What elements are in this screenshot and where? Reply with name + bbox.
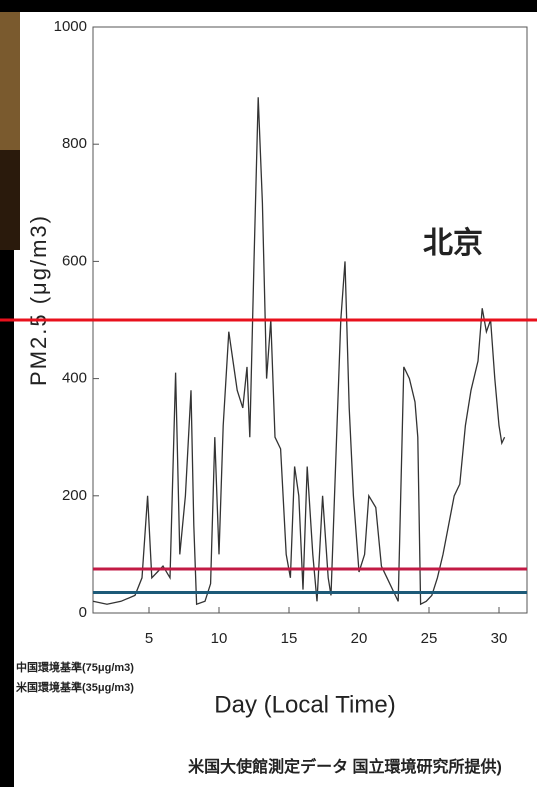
y-tick-label: 0 [79, 604, 87, 621]
x-tick-label: 10 [211, 630, 228, 647]
left-bar [0, 250, 14, 787]
x-tick-label: 20 [351, 630, 368, 647]
photo-shadow [0, 150, 20, 250]
y-tick-label: 400 [62, 370, 87, 387]
x-tick-label: 15 [281, 630, 298, 647]
source-note: 米国大使館測定データ 国立環境研究所提供) [188, 757, 502, 776]
x-axis-label: Day (Local Time) [214, 691, 395, 718]
top-bar [0, 0, 537, 12]
y-tick-label: 600 [62, 252, 87, 269]
reference-label: 米国環境基準(35μg/m3) [15, 680, 134, 694]
x-tick-label: 5 [145, 630, 153, 647]
y-axis-label: PM2.5 (μg/m3) [26, 214, 51, 386]
x-tick-label: 30 [491, 630, 508, 647]
data-line [92, 97, 506, 606]
y-tick-label: 200 [62, 487, 87, 504]
annotation: 北京 [423, 226, 483, 260]
x-tick-label: 25 [421, 630, 438, 647]
y-tick-label: 800 [62, 135, 87, 152]
y-tick-label: 1000 [54, 18, 87, 35]
reference-label: 中国環境基準(75μg/m3) [16, 660, 134, 674]
